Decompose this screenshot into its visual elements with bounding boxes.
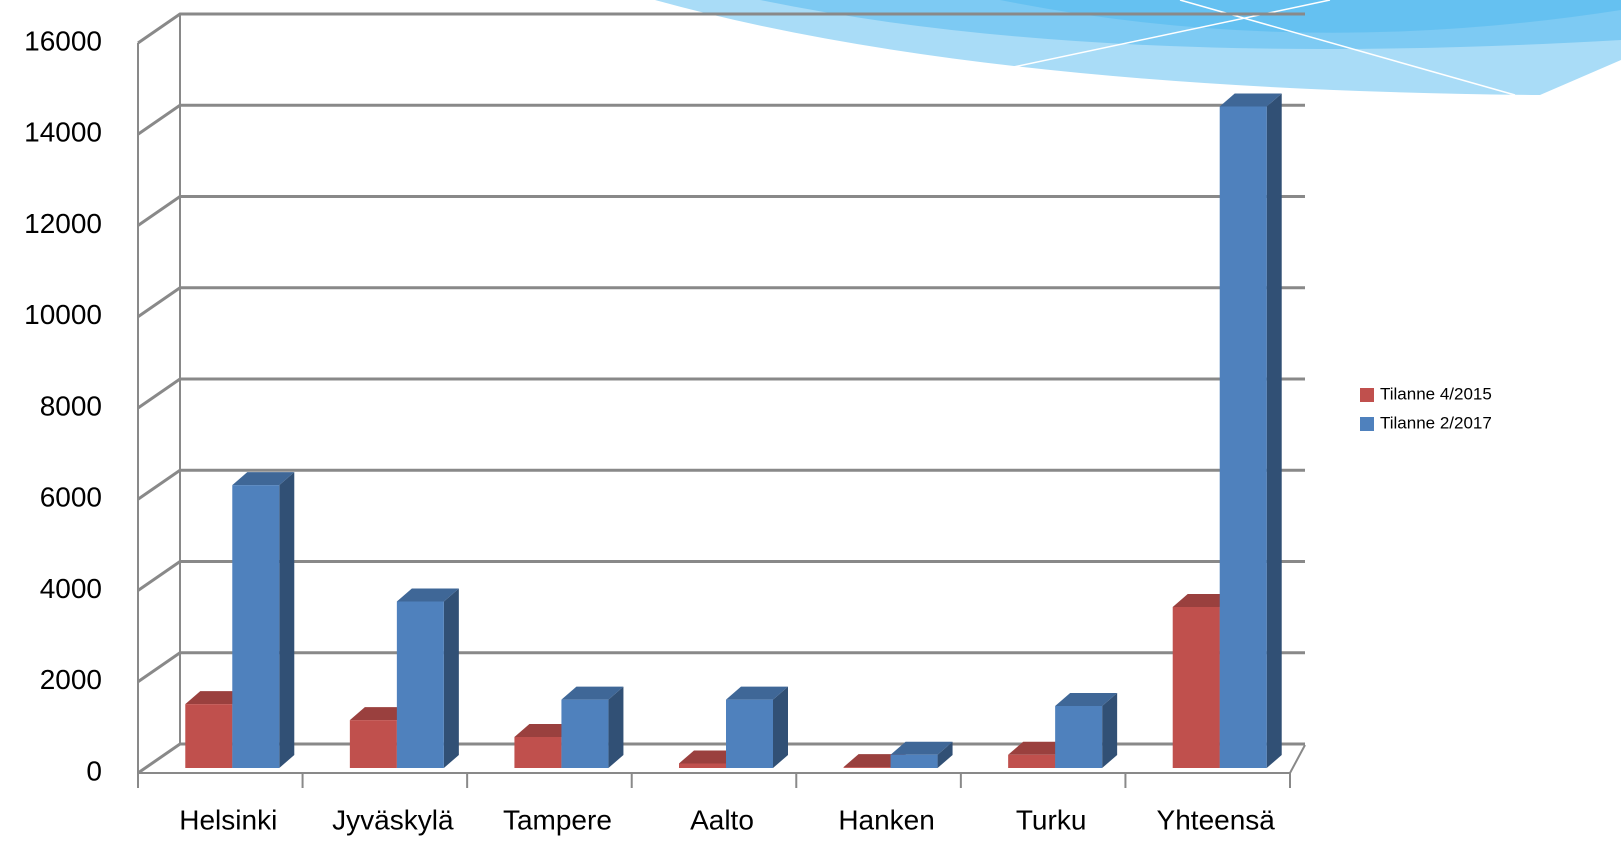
bar (1055, 693, 1117, 768)
bar-face (773, 687, 788, 768)
x-tick-label: Helsinki (179, 804, 277, 835)
bar-face (1267, 93, 1282, 768)
y-tick-label: 8000 (40, 390, 102, 421)
bar-face (1008, 755, 1055, 768)
y-tick-label: 2000 (40, 664, 102, 695)
bar-face (726, 700, 773, 768)
y-tick-label: 16000 (24, 25, 102, 56)
y-tick-label: 12000 (24, 208, 102, 239)
grid-line (138, 105, 1305, 134)
bar-face (1055, 706, 1102, 768)
grid-line (138, 653, 1305, 682)
legend-label: Tilanne 4/2015 (1380, 384, 1492, 403)
x-tick-label: Tampere (503, 804, 612, 835)
bar-face (514, 737, 561, 768)
x-tick-label: Jyväskylä (332, 804, 454, 835)
x-tick-label: Turku (1016, 804, 1087, 835)
grid-line (138, 562, 1305, 591)
bar-face (844, 767, 891, 768)
chart: 0 2000 4000 6000 8000 10000 12000 14000 16000 Hel… (0, 0, 1621, 866)
x-tick-label: Aalto (690, 804, 754, 835)
y-tick-label: 6000 (40, 482, 102, 513)
bar-face (350, 720, 397, 768)
x-tick-label: Yhteensä (1157, 804, 1276, 835)
grid-line (138, 197, 1305, 226)
legend-label: Tilanne 2/2017 (1380, 413, 1492, 432)
bar-face (444, 588, 459, 768)
bar (1220, 93, 1282, 768)
bar-face (561, 700, 608, 768)
bar-face (279, 472, 294, 768)
legend-swatch (1360, 388, 1374, 402)
bar-face (232, 485, 279, 768)
y-tick-label: 0 (86, 755, 102, 786)
bar-face (891, 755, 938, 768)
bar (561, 687, 623, 768)
bar-face (608, 687, 623, 768)
grid-line (138, 379, 1305, 408)
bar-face (1173, 607, 1220, 768)
bar-face (679, 763, 726, 768)
bar-face (1102, 693, 1117, 768)
bar (891, 742, 953, 768)
bar (726, 687, 788, 768)
bar-face (397, 601, 444, 768)
bar (397, 588, 459, 768)
y-tick-label: 10000 (24, 299, 102, 330)
bar-face (1220, 106, 1267, 768)
x-tick-label: Hanken (838, 804, 935, 835)
grid-line (138, 470, 1305, 499)
bar (232, 472, 294, 768)
bar-face (185, 704, 232, 768)
legend-swatch (1360, 417, 1374, 431)
y-tick-label: 4000 (40, 573, 102, 604)
y-tick-label: 14000 (24, 117, 102, 148)
grid-line (138, 288, 1305, 317)
